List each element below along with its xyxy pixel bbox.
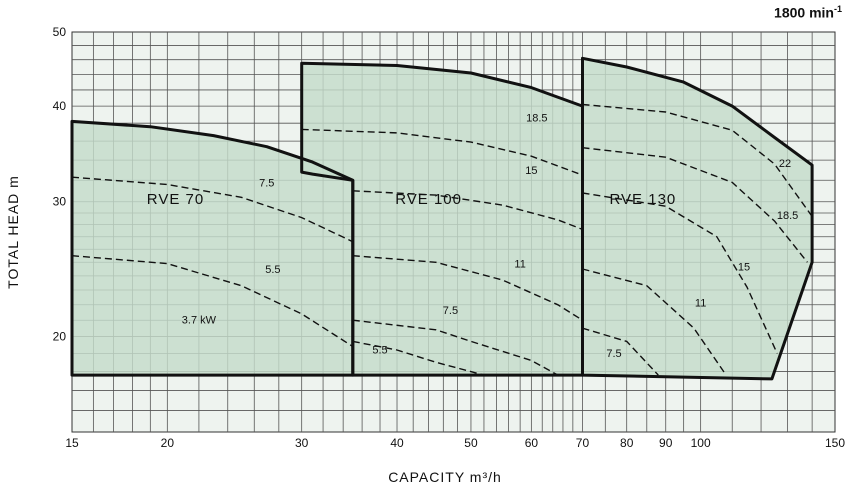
power-curve-5 [352, 255, 583, 321]
curve-label-3: 18.5 [526, 112, 547, 124]
curve-label-6: 7.5 [443, 305, 458, 317]
region-outlines [70, 56, 814, 381]
x-tick-label: 50 [464, 436, 478, 450]
x-tick-label: 70 [576, 436, 590, 450]
power-curve-12 [582, 327, 659, 376]
power-curve-7 [352, 340, 485, 376]
x-tick-label: 40 [390, 436, 404, 450]
power-curve-1 [71, 255, 354, 348]
region-fill-rve-100 [301, 63, 583, 376]
region-fill-rve-70 [72, 121, 353, 376]
x-tick-label: 90 [659, 436, 673, 450]
region-label-rve-100: RVE 100 [395, 191, 462, 208]
x-tick-label: 80 [620, 436, 634, 450]
curve-label-2: 3.7 kW [182, 314, 217, 326]
curve-label-9: 18.5 [777, 210, 798, 222]
curve-label-11: 11 [695, 297, 706, 309]
speed-label: 1800 min-1 [774, 4, 842, 21]
x-tick-label: 20 [161, 436, 175, 450]
power-curve-0 [71, 176, 354, 243]
y-tick-label: 40 [53, 99, 67, 113]
x-axis-title: CAPACITY m³/h [388, 469, 502, 485]
labels: RVE 70 RVE 100 RVE 130 7.5 5.5 3.7 kW 18.5 15 11… [147, 112, 799, 360]
power-curve-6 [352, 319, 559, 376]
curve-label-4: 15 [525, 165, 537, 177]
y-tick-label: 20 [53, 329, 67, 343]
curve-label-8: 22 [779, 158, 791, 170]
region-label-rve-70: RVE 70 [147, 191, 204, 208]
power-curve-4 [352, 190, 583, 231]
x-tick-label: 15 [65, 436, 79, 450]
power-curve-10 [582, 192, 778, 354]
curve-label-7: 5.5 [372, 344, 387, 356]
x-tick-label: 150 [825, 436, 845, 450]
power-curve-3 [301, 128, 583, 176]
power-curve-9 [582, 147, 808, 263]
curve-label-5: 11 [514, 259, 525, 271]
region-label-rve-130: RVE 130 [609, 191, 676, 208]
power-curve-8 [582, 103, 813, 217]
power-curves [71, 103, 813, 376]
region-outline-rve-130 [581, 56, 814, 381]
x-tick-label: 60 [525, 436, 539, 450]
curve-label-1: 5.5 [265, 264, 280, 276]
x-tick-label: 100 [691, 436, 711, 450]
axis-ticks: 15 20 30 40 50 60 70 80 90 100 150 20 30 40 50 [53, 25, 846, 450]
curve-label-12: 7.5 [606, 348, 621, 360]
power-curve-11 [582, 268, 727, 376]
region-fill-rve-130 [582, 58, 813, 379]
pump-regions [72, 58, 813, 379]
y-tick-label: 50 [53, 25, 67, 39]
y-axis-title: TOTAL HEAD m [5, 175, 21, 289]
curve-label-10: 15 [738, 261, 750, 273]
x-tick-label: 30 [295, 436, 309, 450]
y-tick-label: 30 [53, 195, 67, 209]
curve-label-0: 7.5 [259, 178, 274, 190]
